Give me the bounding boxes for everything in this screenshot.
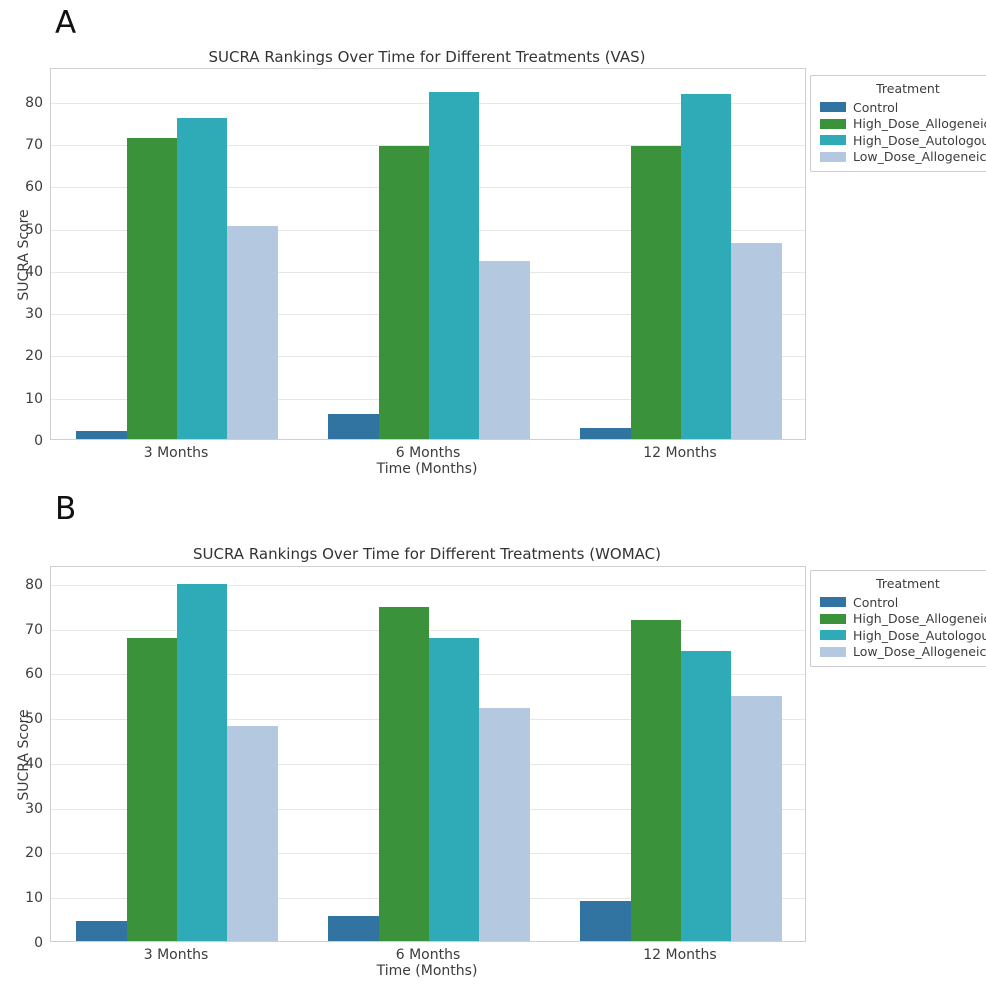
- bar-control-6-months: [328, 413, 379, 439]
- chart-b-legend: Treatment Control High_Dose_Allogeneic Hig…: [810, 570, 986, 667]
- bar-low_dose_allogeneic-3-months: [227, 225, 278, 439]
- chart-a-xlabel: Time (Months): [376, 461, 478, 477]
- y-tick-label-10: 10: [25, 390, 43, 407]
- y-tick-label-50: 50: [25, 711, 43, 728]
- x-tick-label-6-months: 6 Months: [395, 947, 461, 963]
- y-tick-label-70: 70: [25, 621, 43, 638]
- legend-swatch-low_dose_allogeneic: [820, 151, 846, 162]
- y-tick-label-50: 50: [25, 221, 43, 238]
- x-tick-label-3-months: 3 Months: [143, 445, 209, 461]
- y-tick-label-60: 60: [25, 179, 43, 196]
- chart-a-legend-entries: Control High_Dose_Allogeneic High_Dose_Aut…: [820, 99, 986, 165]
- y-tick-label-10: 10: [25, 890, 43, 907]
- legend-swatch-high_dose_allogeneic: [820, 613, 846, 624]
- bar-low_dose_allogeneic-3-months: [227, 726, 278, 941]
- legend-label-high_dose_allogeneic: High_Dose_Allogeneic: [853, 611, 986, 627]
- gridline-80: [51, 584, 805, 586]
- legend-swatch-control: [820, 597, 846, 608]
- y-tick-label-40: 40: [25, 263, 43, 280]
- legend-label-low_dose_allogeneic: Low_Dose_Allogeneic: [853, 644, 986, 660]
- y-tick-label-80: 80: [25, 94, 43, 111]
- legend-label-control: Control: [853, 594, 899, 610]
- gridline-80: [51, 102, 805, 104]
- bar-low_dose_allogeneic-12-months: [731, 695, 782, 941]
- legend-entry-low_dose_allogeneic: Low_Dose_Allogeneic: [820, 149, 986, 166]
- bar-high_dose_autologous-3-months: [177, 584, 228, 941]
- bar-low_dose_allogeneic-12-months: [731, 243, 782, 439]
- bar-high_dose_allogeneic-3-months: [126, 137, 177, 439]
- legend-swatch-high_dose_autologous: [820, 630, 846, 641]
- bar-low_dose_allogeneic-6-months: [479, 261, 530, 439]
- chart-b-xticks: 3 Months 6 Months 12 Months: [50, 947, 804, 965]
- bar-control-6-months: [328, 915, 379, 941]
- y-tick-label-70: 70: [25, 137, 43, 154]
- legend-label-control: Control: [853, 99, 899, 115]
- y-tick-label-20: 20: [25, 348, 43, 365]
- x-tick-label-12-months: 12 Months: [643, 445, 717, 461]
- y-tick-label-40: 40: [25, 755, 43, 772]
- bar-high_dose_autologous-6-months: [429, 91, 480, 439]
- y-tick-label-60: 60: [25, 666, 43, 683]
- chart-b-title: SUCRA Rankings Over Time for Different T…: [193, 545, 661, 563]
- chart-b-legend-title: Treatment: [876, 576, 940, 591]
- y-tick-label-80: 80: [25, 576, 43, 593]
- bar-high_dose_autologous-12-months: [681, 94, 732, 439]
- chart-a-legend: Treatment Control High_Dose_Allogeneic Hig…: [810, 75, 986, 172]
- chart-a-ylabel: SUCRA Score: [16, 209, 32, 301]
- legend-label-high_dose_allogeneic: High_Dose_Allogeneic: [853, 116, 986, 132]
- legend-label-high_dose_autologous: High_Dose_Autologous: [853, 132, 986, 148]
- legend-entry-high_dose_allogeneic: High_Dose_Allogeneic: [820, 611, 986, 628]
- bar-control-12-months: [580, 900, 631, 941]
- legend-entry-high_dose_allogeneic: High_Dose_Allogeneic: [820, 116, 986, 133]
- x-tick-label-6-months: 6 Months: [395, 445, 461, 461]
- bar-high_dose_allogeneic-6-months: [378, 607, 429, 941]
- chart-a-plot-area: 0 10 20 30 40 50 60 70 80: [25, 68, 806, 449]
- chart-a-legend-title: Treatment: [876, 81, 940, 96]
- bar-control-12-months: [580, 428, 631, 439]
- bar-high_dose_allogeneic-12-months: [630, 619, 681, 941]
- bar-high_dose_allogeneic-6-months: [378, 145, 429, 439]
- bar-high_dose_autologous-12-months: [681, 651, 732, 941]
- bar-high_dose_autologous-3-months: [177, 118, 228, 439]
- chart-a-title: SUCRA Rankings Over Time for Different T…: [208, 48, 646, 66]
- chart-a-xticks: 3 Months 6 Months 12 Months: [50, 445, 804, 463]
- legend-entry-control: Control: [820, 99, 986, 116]
- bar-high_dose_allogeneic-12-months: [630, 146, 681, 439]
- legend-entry-high_dose_autologous: High_Dose_Autologous: [820, 132, 986, 149]
- legend-entry-high_dose_autologous: High_Dose_Autologous: [820, 627, 986, 644]
- legend-entry-low_dose_allogeneic: Low_Dose_Allogeneic: [820, 644, 986, 661]
- chart-b-plot-area: 0 10 20 30 40 50 60 70 80: [25, 566, 806, 951]
- y-tick-label-0: 0: [34, 935, 43, 951]
- legend-label-low_dose_allogeneic: Low_Dose_Allogeneic: [853, 149, 986, 165]
- bar-high_dose_allogeneic-3-months: [126, 637, 177, 941]
- legend-label-high_dose_autologous: High_Dose_Autologous: [853, 627, 986, 643]
- legend-swatch-low_dose_allogeneic: [820, 646, 846, 657]
- bar-control-3-months: [76, 921, 127, 941]
- x-tick-label-3-months: 3 Months: [143, 947, 209, 963]
- bar-low_dose_allogeneic-6-months: [479, 708, 530, 941]
- gridline-70: [51, 145, 805, 147]
- x-tick-label-12-months: 12 Months: [643, 947, 717, 963]
- legend-entry-control: Control: [820, 594, 986, 611]
- y-tick-label-0: 0: [34, 433, 43, 449]
- chart-b-xlabel: Time (Months): [376, 963, 478, 979]
- panel-label-b: B: [55, 491, 77, 527]
- panel-label-a: A: [55, 5, 77, 41]
- chart-b-legend-entries: Control High_Dose_Allogeneic High_Dose_Aut…: [820, 594, 986, 660]
- y-tick-label-30: 30: [25, 800, 43, 817]
- legend-swatch-high_dose_allogeneic: [820, 118, 846, 129]
- legend-swatch-control: [820, 102, 846, 113]
- bar-control-3-months: [76, 430, 127, 439]
- y-tick-label-30: 30: [25, 306, 43, 323]
- legend-swatch-high_dose_autologous: [820, 135, 846, 146]
- y-tick-label-20: 20: [25, 845, 43, 862]
- bar-high_dose_autologous-6-months: [429, 638, 480, 941]
